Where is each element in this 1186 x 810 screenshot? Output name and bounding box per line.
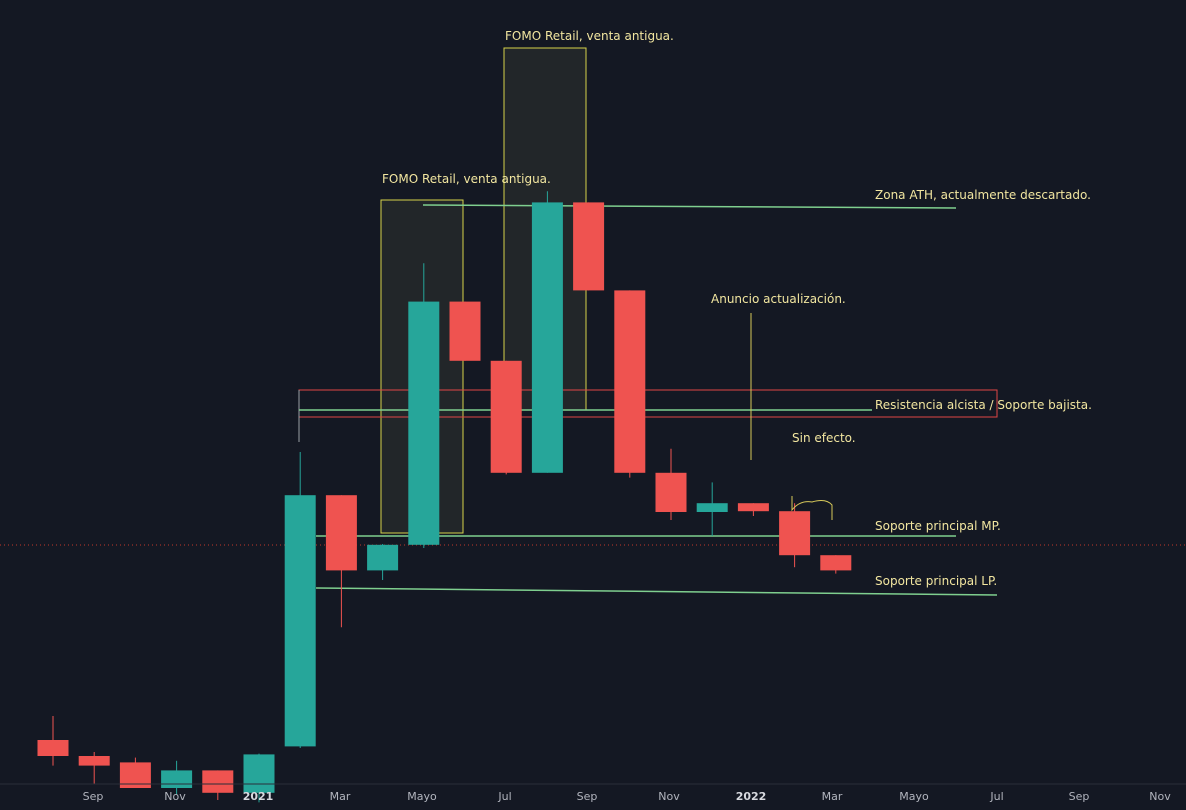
candle (243, 753, 275, 803)
candle-body (243, 754, 275, 793)
candle (655, 448, 687, 520)
x-tick-label-year: 2022 (736, 790, 767, 803)
annotations: FOMO Retail, venta antigua. FOMO Retail, … (382, 29, 1092, 588)
candle-body (37, 740, 69, 756)
annotation-label: Soporte principal MP. (875, 519, 1001, 533)
callout-curve (791, 496, 833, 520)
x-tick-label: Sep (577, 790, 598, 803)
x-tick-label: Jul (989, 790, 1003, 803)
candle (37, 716, 69, 766)
annotation-label: Sin efecto. (792, 431, 856, 445)
candle (820, 555, 852, 574)
candle (490, 360, 522, 475)
candle-body (737, 503, 769, 512)
x-tick-label: Mayo (407, 790, 437, 803)
candle-body (78, 756, 110, 766)
time-axis: Sep Nov 2021 Mar Mayo Jul Sep Nov 2022 M… (0, 783, 1186, 803)
x-tick-label: Mar (330, 790, 351, 803)
candle-body (449, 301, 481, 361)
annotation-label: Resistencia alcista / Soporte bajista. (875, 398, 1092, 412)
annotation-label: FOMO Retail, venta antigua. (382, 172, 551, 186)
candle-body (820, 555, 852, 571)
candle-body (325, 495, 357, 571)
candle-body (202, 770, 234, 793)
annotation-label: FOMO Retail, venta antigua. (505, 29, 674, 43)
candle-body (284, 495, 316, 747)
x-tick-label: Mar (822, 790, 843, 803)
x-tick-label: Nov (1149, 790, 1171, 803)
x-tick-label: Sep (83, 790, 104, 803)
x-tick-label: Sep (1069, 790, 1090, 803)
annotation-label: Zona ATH, actualmente descartado. (875, 188, 1091, 202)
candle-body (367, 544, 399, 571)
candle (78, 752, 110, 784)
candle (531, 191, 563, 473)
candle (614, 290, 646, 478)
candles (37, 191, 852, 803)
candle (696, 482, 728, 536)
x-tick-label: Mayo (899, 790, 929, 803)
candle-body (161, 770, 193, 788)
candle (325, 495, 357, 628)
candle (449, 301, 481, 361)
ath-zone-line (422, 204, 957, 209)
candle (202, 770, 234, 800)
candle-body (408, 301, 440, 545)
support-resistance-lines (0, 204, 1186, 596)
candle-body (696, 503, 728, 512)
candle-body (779, 511, 811, 556)
x-tick-label: Jul (497, 790, 511, 803)
x-tick-label-year: 2021 (243, 790, 274, 803)
annotation-label: Anuncio actualización. (711, 292, 846, 306)
candle (284, 452, 316, 748)
candle-body (573, 202, 605, 291)
x-tick-label: Nov (164, 790, 186, 803)
candle-body (614, 290, 646, 473)
candle (779, 503, 811, 568)
candle (573, 202, 605, 291)
candle (367, 544, 399, 580)
annotation-label: Soporte principal LP. (875, 574, 997, 588)
candle (408, 263, 440, 548)
candle (737, 503, 769, 516)
candle-body (490, 360, 522, 473)
x-tick-label: Nov (658, 790, 680, 803)
candle-body (531, 202, 563, 473)
support-lp-line (315, 587, 998, 596)
candle-body (655, 472, 687, 512)
